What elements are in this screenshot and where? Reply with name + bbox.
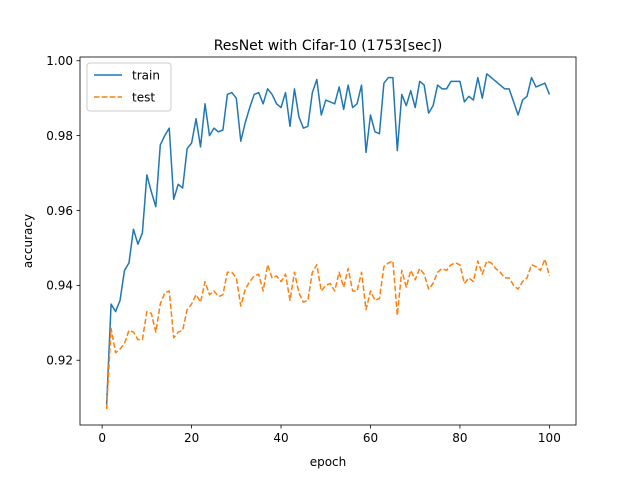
x-tick-label: 80 xyxy=(452,431,467,445)
y-tick-label: 0.92 xyxy=(46,354,73,368)
x-axis-label: epoch xyxy=(310,455,347,469)
y-tick-label: 0.98 xyxy=(46,129,73,143)
y-tick-label: 0.96 xyxy=(46,204,73,218)
x-tick-label: 60 xyxy=(363,431,378,445)
series-line-test xyxy=(105,258,551,409)
y-tick-label: 1.00 xyxy=(46,54,73,68)
series-line-train xyxy=(105,73,551,406)
series-layer xyxy=(105,73,551,409)
y-axis-ticks: 0.92 0.94 0.96 0.98 1.00 xyxy=(46,54,80,368)
legend-train-label: train xyxy=(132,69,160,83)
plot-area xyxy=(80,57,576,425)
x-tick-label: 20 xyxy=(184,431,199,445)
x-axis-ticks: 0 20 40 60 80 100 xyxy=(98,425,561,445)
legend: train test xyxy=(86,62,172,112)
y-tick-label: 0.94 xyxy=(46,279,73,293)
y-axis-label: accuracy xyxy=(21,214,35,268)
chart-title: ResNet with Cifar-10 (1753[sec]) xyxy=(214,38,443,54)
plot-frame xyxy=(79,56,577,426)
x-tick-label: 100 xyxy=(538,431,561,445)
x-tick-label: 0 xyxy=(98,431,106,445)
x-tick-label: 40 xyxy=(273,431,288,445)
legend-test-label: test xyxy=(132,91,155,105)
